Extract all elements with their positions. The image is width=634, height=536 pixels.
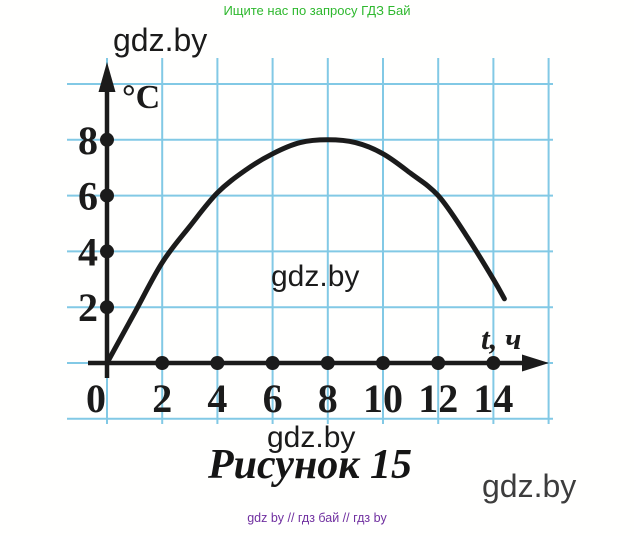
- temperature-curve: [104, 137, 507, 366]
- y-tick-label: 2: [78, 285, 98, 330]
- x-axis-dot: [210, 356, 225, 370]
- y-axis-unit-label: °C: [122, 79, 160, 116]
- x-tick-label: 14: [473, 376, 513, 421]
- x-axis-dot: [155, 356, 170, 370]
- x-tick-label: 0: [86, 376, 106, 421]
- x-tick-label: 8: [318, 376, 338, 421]
- x-axis-dot: [431, 356, 446, 370]
- y-tick-label: 6: [78, 174, 98, 219]
- y-axis-dot: [100, 300, 114, 315]
- watermark-bottom-center: gdz.by: [267, 421, 356, 454]
- y-axis-arrow-icon: [98, 62, 116, 92]
- figure-caption: Рисунок 15: [207, 442, 413, 488]
- x-tick-label: 4: [207, 376, 227, 421]
- y-axis-dot: [100, 244, 114, 259]
- x-tick-label: 12: [418, 376, 458, 421]
- x-tick-label: 6: [263, 376, 283, 421]
- curve-layer: [104, 137, 507, 366]
- x-axis-dot: [265, 356, 280, 370]
- x-axis-dot: [320, 356, 335, 370]
- footer-links: gdz by // гдз бай // гдз by: [247, 511, 387, 525]
- x-axis-arrow-icon: [522, 354, 549, 372]
- axis-layer: [88, 62, 549, 378]
- y-tick-label: 8: [78, 118, 98, 163]
- x-tick-label: 2: [152, 376, 172, 421]
- x-axis-dot: [486, 356, 501, 370]
- x-axis-dot: [376, 356, 390, 370]
- x-axis-unit-label: t, ч: [481, 321, 521, 356]
- x-tick-label: 10: [363, 376, 403, 421]
- y-axis-dot: [100, 132, 114, 147]
- watermark-center: gdz.by: [271, 260, 360, 293]
- promo-banner: Ищите нас по запросу ГДЗ Бай: [223, 3, 411, 18]
- watermark-bottom-right: gdz.by: [482, 468, 577, 504]
- watermark-top-left: gdz.by: [113, 22, 208, 58]
- y-axis-dot: [100, 188, 114, 203]
- y-tick-label: 4: [78, 229, 98, 274]
